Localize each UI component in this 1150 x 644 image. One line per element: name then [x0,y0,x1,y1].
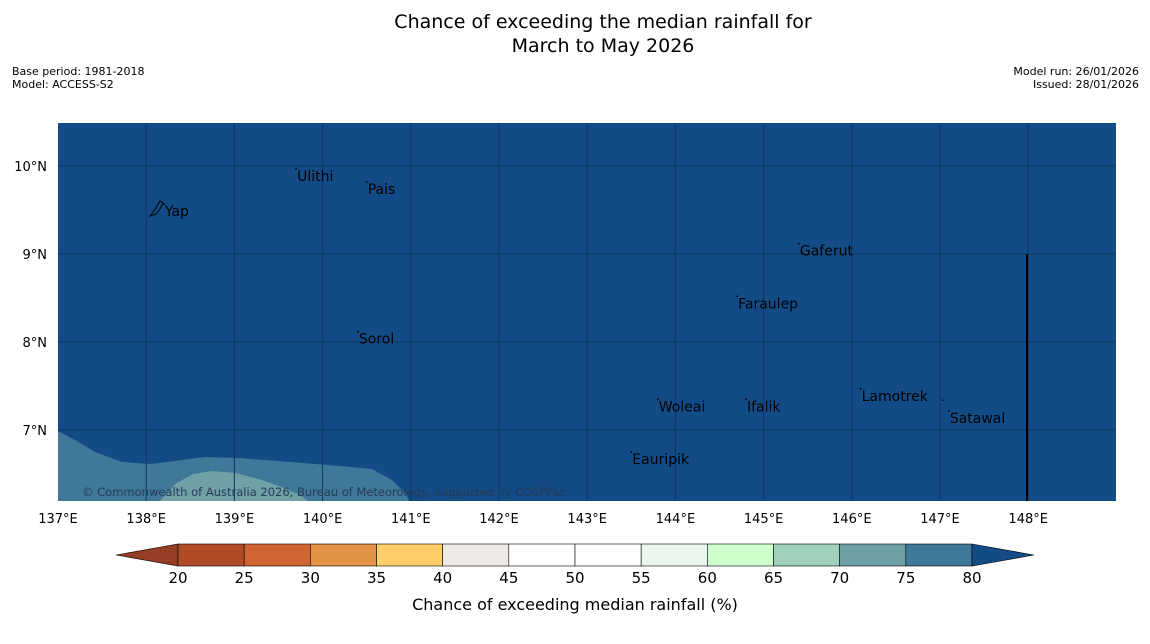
place-label: Ifalik [747,399,781,415]
colorbar-segment [310,543,377,567]
colorbar-over-arrow [971,543,1035,567]
place-label: Gaferut [800,244,854,260]
model-run: Model run: 26/01/2026 [1013,65,1139,78]
lon-tick-label: 140°E [303,512,343,527]
model-name: Model: ACCESS-S2 [12,78,114,91]
colorbar-tick-label: 40 [433,569,452,587]
lat-tick-label: 9°N [23,248,48,263]
lon-tick-label: 142°E [479,512,519,527]
issued-date: Issued: 28/01/2026 [1032,78,1139,91]
lat-tick-label: 10°N [14,160,47,175]
place-marker [356,330,359,333]
colorbar-tick-label: 20 [168,569,187,587]
colorbar-segment [839,543,907,567]
title-line-1: Chance of exceeding the median rainfall … [394,11,812,33]
colorbar-tick-label: 25 [235,569,254,587]
place-marker [736,295,739,298]
colorbar-tick-label: 75 [896,569,915,587]
place-marker [295,167,298,170]
place-marker [162,203,165,205]
colorbar-segment [707,543,774,567]
meta-right: Model run: 26/01/2026 Issued: 28/01/2026 [1013,65,1139,91]
lon-tick-label: 145°E [744,512,784,527]
colorbar-tick-labels: 20 25 30 35 40 45 50 55 60 65 70 75 80 [168,569,981,587]
colorbar-segment [442,543,510,567]
colorbar-segment [177,543,245,567]
chart-title: Chance of exceeding the median rainfall … [0,10,1150,58]
lon-tick-label: 139°E [215,512,255,527]
lon-tick-label: 144°E [656,512,696,527]
colorbar-tick-label: 70 [830,569,849,587]
lon-tick-label: 147°E [920,512,960,527]
lon-tick-label: 137°E [38,512,78,527]
lon-tick-label: 148°E [1008,512,1048,527]
place-marker [745,398,747,401]
colorbar-tick-label: 45 [499,569,518,587]
place-label: Woleai [659,399,706,415]
colorbar-segment [243,543,311,567]
colorbar-label: Chance of exceeding median rainfall (%) [412,595,738,614]
attribution-text: © Commonwealth of Australia 2026, Bureau… [82,485,566,499]
lon-tick-label: 138°E [126,512,166,527]
colorbar-tick-label: 50 [565,569,584,587]
colorbar-tick-label: 60 [698,569,717,587]
colorbar: 20 25 30 35 40 45 50 55 60 65 70 75 80 Chance of exc… [115,543,1035,614]
place-labels: Yap Ulithi Pais Gaferut Faraulep Sorol Lamotre… [162,167,1005,468]
place-label: Sorol [359,332,394,348]
place-marker [365,181,368,183]
small-island-mark: . [941,390,945,404]
base-period: Base period: 1981-2018 [12,65,145,78]
colorbar-segment [574,543,642,567]
colorbar-segment [376,543,443,567]
colorbar-tick-label: 80 [962,569,981,587]
place-label: Yap [164,204,189,220]
colorbar-tick-label: 65 [764,569,783,587]
yap-island-outline [148,200,164,217]
place-marker [656,398,659,401]
colorbar-under-arrow [115,543,179,567]
colorbar-tick-label: 30 [301,569,320,587]
lat-tick-label: 8°N [23,336,48,351]
colorbar-segments [177,543,973,567]
colorbar-segment [773,543,840,567]
place-label: Pais [368,182,396,198]
place-marker [630,451,633,454]
place-marker [947,409,950,412]
axis-tick-labels: 137°E 138°E 139°E 140°E 141°E 142°E 143°E 144°E… [14,160,1048,527]
lon-tick-label: 141°E [391,512,431,527]
place-marker [859,387,862,390]
lat-tick-label: 7°N [23,424,48,439]
meta-left: Base period: 1981-2018 Model: ACCESS-S2 [12,65,144,91]
place-label: Ulithi [297,169,333,185]
colorbar-segment [640,543,708,567]
title-line-2: March to May 2026 [511,35,695,57]
place-label: Satawal [950,411,1005,427]
colorbar-tick-label: 55 [632,569,651,587]
graticule [58,123,1116,501]
place-label: Lamotrek [862,389,929,405]
colorbar-tick-label: 35 [367,569,386,587]
lon-tick-label: 146°E [832,512,872,527]
colorbar-segment [508,543,576,567]
map-panel: Yap Ulithi Pais Gaferut Faraulep Sorol Lamotre… [58,123,1116,501]
place-label: Eauripik [632,452,690,468]
place-label: Faraulep [738,296,798,312]
colorbar-segment [905,543,973,567]
place-marker [797,242,800,245]
lon-tick-label: 143°E [567,512,607,527]
